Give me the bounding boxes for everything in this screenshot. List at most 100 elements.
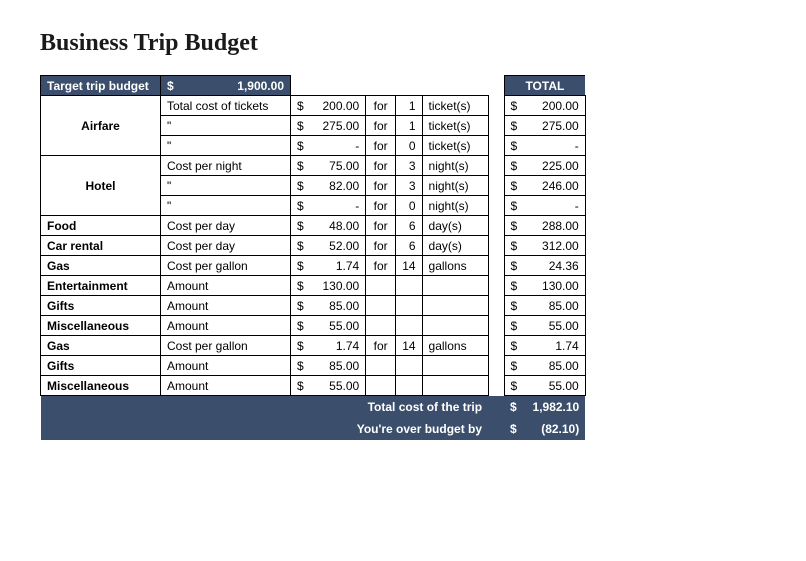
table-row: HotelCost per night$75.00for3night(s)$22… xyxy=(41,156,586,176)
header-row: Target trip budget $ 1,900.00 TOTAL xyxy=(41,76,586,96)
amount-cell: 130.00 xyxy=(310,276,366,296)
desc-cell: Cost per day xyxy=(161,216,291,236)
total-currency-cell: $ xyxy=(504,316,523,336)
desc-cell: Amount xyxy=(161,296,291,316)
for-cell xyxy=(366,356,396,376)
footer-gap xyxy=(488,418,504,440)
total-cell: 24.36 xyxy=(523,256,585,276)
category-cell: Gifts xyxy=(41,296,161,316)
unit-cell: ticket(s) xyxy=(422,96,488,116)
gap-cell xyxy=(488,256,504,276)
category-cell: Gas xyxy=(41,256,161,276)
qty-cell: 3 xyxy=(396,176,422,196)
currency-cell: $ xyxy=(291,96,310,116)
currency-cell: $ xyxy=(291,136,310,156)
desc-cell: Amount xyxy=(161,376,291,396)
unit-cell: ticket(s) xyxy=(422,136,488,156)
footer-over-dol: $ xyxy=(504,418,523,440)
amount-cell: 85.00 xyxy=(310,296,366,316)
footer-gap xyxy=(488,396,504,418)
desc-cell: Cost per night xyxy=(161,156,291,176)
footer-over-label: You're over budget by xyxy=(41,418,489,440)
total-cell: 225.00 xyxy=(523,156,585,176)
qty-cell: 14 xyxy=(396,336,422,356)
qty-cell xyxy=(396,276,422,296)
unit-cell: gallons xyxy=(422,336,488,356)
blank xyxy=(310,76,366,96)
for-cell: for xyxy=(366,176,396,196)
desc-cell: " xyxy=(161,136,291,156)
total-currency-cell: $ xyxy=(504,276,523,296)
total-currency-cell: $ xyxy=(504,116,523,136)
desc-cell: Amount xyxy=(161,356,291,376)
total-currency-cell: $ xyxy=(504,336,523,356)
qty-cell: 1 xyxy=(396,96,422,116)
table-row: GiftsAmount$85.00$85.00 xyxy=(41,356,586,376)
total-cell: 1.74 xyxy=(523,336,585,356)
currency-cell: $ xyxy=(291,236,310,256)
amount-cell: 275.00 xyxy=(310,116,366,136)
total-currency-cell: $ xyxy=(504,216,523,236)
total-cell: 85.00 xyxy=(523,296,585,316)
blank xyxy=(422,76,488,96)
table-row: MiscellaneousAmount$55.00$55.00 xyxy=(41,376,586,396)
table-row: AirfareTotal cost of tickets$200.00for1t… xyxy=(41,96,586,116)
gap-cell xyxy=(488,216,504,236)
qty-cell xyxy=(396,356,422,376)
footer-total-label: Total cost of the trip xyxy=(41,396,489,418)
category-cell: Gifts xyxy=(41,356,161,376)
desc-cell: Cost per gallon xyxy=(161,256,291,276)
unit-cell xyxy=(422,296,488,316)
qty-cell: 1 xyxy=(396,116,422,136)
gap-cell xyxy=(488,316,504,336)
amount-cell: 85.00 xyxy=(310,356,366,376)
total-currency-cell: $ xyxy=(504,176,523,196)
currency-cell: $ xyxy=(291,376,310,396)
blank xyxy=(291,76,310,96)
footer-total-amount: 1,982.10 xyxy=(523,396,585,418)
total-currency-cell: $ xyxy=(504,256,523,276)
gap-cell xyxy=(488,336,504,356)
unit-cell xyxy=(422,376,488,396)
desc-cell: " xyxy=(161,116,291,136)
desc-cell: Total cost of tickets xyxy=(161,96,291,116)
footer-over-row: You're over budget by $ (82.10) xyxy=(41,418,586,440)
blank xyxy=(396,76,422,96)
category-cell: Miscellaneous xyxy=(41,376,161,396)
target-budget-cell: $ 1,900.00 xyxy=(161,76,291,96)
qty-cell: 14 xyxy=(396,256,422,276)
unit-cell xyxy=(422,356,488,376)
unit-cell: night(s) xyxy=(422,176,488,196)
currency-cell: $ xyxy=(291,276,310,296)
total-cell: 85.00 xyxy=(523,356,585,376)
amount-cell: 82.00 xyxy=(310,176,366,196)
gap-cell xyxy=(488,296,504,316)
for-cell: for xyxy=(366,256,396,276)
gap-cell xyxy=(488,136,504,156)
qty-cell: 0 xyxy=(396,196,422,216)
currency-cell: $ xyxy=(291,336,310,356)
desc-cell: Amount xyxy=(161,276,291,296)
target-currency: $ xyxy=(167,79,174,93)
currency-cell: $ xyxy=(291,296,310,316)
total-currency-cell: $ xyxy=(504,196,523,216)
desc-cell: " xyxy=(161,176,291,196)
for-cell: for xyxy=(366,216,396,236)
footer-over-amount: (82.10) xyxy=(523,418,585,440)
currency-cell: $ xyxy=(291,216,310,236)
gap-cell xyxy=(488,156,504,176)
amount-cell: - xyxy=(310,136,366,156)
table-row: MiscellaneousAmount$55.00$55.00 xyxy=(41,316,586,336)
amount-cell: 1.74 xyxy=(310,336,366,356)
total-currency-cell: $ xyxy=(504,296,523,316)
target-budget-label: Target trip budget xyxy=(41,76,161,96)
total-cell: 55.00 xyxy=(523,316,585,336)
amount-cell: 55.00 xyxy=(310,376,366,396)
qty-cell: 3 xyxy=(396,156,422,176)
table-row: Car rentalCost per day$52.00for6day(s)$3… xyxy=(41,236,586,256)
target-amount: 1,900.00 xyxy=(237,79,284,93)
gap-cell xyxy=(488,356,504,376)
for-cell: for xyxy=(366,236,396,256)
desc-cell: Amount xyxy=(161,316,291,336)
amount-cell: 52.00 xyxy=(310,236,366,256)
